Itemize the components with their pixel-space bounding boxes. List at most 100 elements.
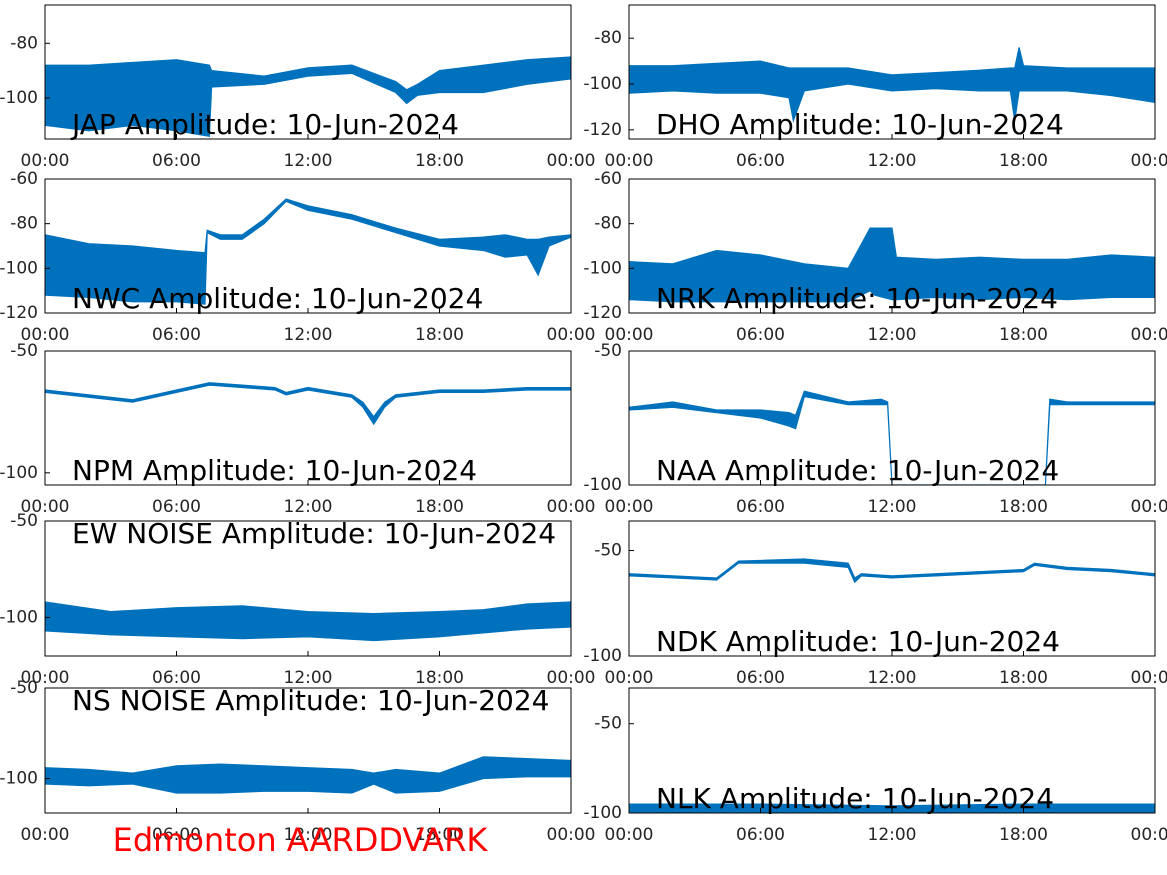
signal-band xyxy=(45,198,571,305)
x-tick-label: 12:00 xyxy=(868,825,917,845)
subplot-title: EW NOISE Amplitude: 10-Jun-2024 xyxy=(72,517,556,550)
plot-area xyxy=(45,382,571,426)
x-tick-label: 00:00 xyxy=(21,668,70,688)
signal-band xyxy=(45,601,571,642)
x-tick-label: 18:00 xyxy=(415,825,464,845)
x-tick-label: 12:00 xyxy=(868,325,917,345)
x-tick-label: 18:00 xyxy=(415,668,464,688)
y-tick-label: -80 xyxy=(594,28,622,48)
subplot-title: NAA Amplitude: 10-Jun-2024 xyxy=(656,454,1059,487)
x-tick-label: 12:00 xyxy=(868,497,917,517)
x-tick-label: 00:00 xyxy=(21,325,70,345)
y-tick-label: -100 xyxy=(0,769,38,789)
x-tick-label: 00:00 xyxy=(1131,497,1167,517)
y-tick-label: -100 xyxy=(0,607,38,627)
x-tick-label: 06:00 xyxy=(152,668,201,688)
x-tick-label: 06:00 xyxy=(736,151,785,171)
subplot-title: NDK Amplitude: 10-Jun-2024 xyxy=(656,625,1060,658)
plot-area xyxy=(629,47,1155,123)
y-tick-label: -80 xyxy=(10,214,38,234)
x-tick-label: 12:00 xyxy=(284,151,333,171)
plot-area xyxy=(629,558,1155,584)
x-tick-label: 00:00 xyxy=(605,668,654,688)
x-tick-label: 06:00 xyxy=(152,497,201,517)
subplot-title: NPM Amplitude: 10-Jun-2024 xyxy=(72,454,477,487)
x-tick-label: 12:00 xyxy=(868,668,917,688)
x-tick-label: 12:00 xyxy=(284,668,333,688)
signal-band xyxy=(629,227,1155,303)
y-tick-label: -50 xyxy=(10,678,38,698)
x-tick-label: 06:00 xyxy=(736,668,785,688)
x-tick-label: 00:00 xyxy=(21,825,70,845)
x-tick-label: 06:00 xyxy=(736,825,785,845)
x-tick-label: 00:00 xyxy=(547,668,596,688)
subplot-title: NWC Amplitude: 10-Jun-2024 xyxy=(72,282,483,315)
y-tick-label: -50 xyxy=(10,511,38,531)
y-tick-label: -100 xyxy=(583,74,622,94)
y-tick-label: -60 xyxy=(10,169,38,189)
x-tick-label: 00:00 xyxy=(547,825,596,845)
subplot: -100 -50 00:00 06:00 12:00 18:00 00:00 EW NOISE… xyxy=(0,511,596,688)
plot-area xyxy=(45,601,571,642)
x-tick-label: 12:00 xyxy=(284,825,333,845)
y-tick-label: -120 xyxy=(583,303,622,323)
plot-area xyxy=(629,227,1155,303)
y-tick-label: -50 xyxy=(594,714,622,734)
y-tick-label: -80 xyxy=(594,214,622,234)
y-tick-label: -100 xyxy=(583,475,622,495)
x-tick-label: 00:00 xyxy=(547,497,596,517)
y-tick-label: -100 xyxy=(583,803,622,823)
subplot-title: JAP Amplitude: 10-Jun-2024 xyxy=(70,108,459,141)
x-tick-label: 00:00 xyxy=(547,151,596,171)
signal-band xyxy=(45,756,571,794)
x-tick-label: 00:00 xyxy=(1131,325,1167,345)
signal-band xyxy=(629,558,1155,584)
y-tick-label: -80 xyxy=(10,33,38,53)
x-tick-label: 06:00 xyxy=(152,325,201,345)
y-tick-label: -120 xyxy=(583,120,622,140)
plot-area xyxy=(45,756,571,794)
signal-band xyxy=(45,56,571,137)
y-tick-label: -100 xyxy=(0,258,38,278)
y-tick-label: -100 xyxy=(0,463,38,483)
x-tick-label: 00:00 xyxy=(605,825,654,845)
x-tick-label: 18:00 xyxy=(999,151,1048,171)
y-tick-label: -50 xyxy=(10,341,38,361)
y-tick-label: -50 xyxy=(594,541,622,561)
x-tick-label: 18:00 xyxy=(999,825,1048,845)
subplot-title: DHO Amplitude: 10-Jun-2024 xyxy=(656,108,1064,141)
x-tick-label: 12:00 xyxy=(868,151,917,171)
y-tick-label: -100 xyxy=(583,258,622,278)
x-tick-label: 18:00 xyxy=(415,497,464,517)
caption: Edmonton AARDDVARK xyxy=(113,821,489,859)
x-tick-label: 18:00 xyxy=(999,668,1048,688)
x-tick-label: 06:00 xyxy=(152,151,201,171)
x-tick-label: 00:00 xyxy=(1131,151,1167,171)
signal-band xyxy=(629,390,1155,485)
x-tick-label: 06:00 xyxy=(736,497,785,517)
x-tick-label: 00:00 xyxy=(547,325,596,345)
x-tick-label: 18:00 xyxy=(415,325,464,345)
subplot: -120-100-8000:0006:0012:0018:0000:00DHO … xyxy=(583,4,1167,171)
x-tick-label: 00:00 xyxy=(1131,825,1167,845)
y-tick-label: -100 xyxy=(0,88,38,108)
x-tick-label: 00:00 xyxy=(21,497,70,517)
signal-band xyxy=(45,382,571,426)
x-tick-label: 12:00 xyxy=(284,497,333,517)
x-tick-label: 00:00 xyxy=(21,151,70,171)
subplot-title: NRK Amplitude: 10-Jun-2024 xyxy=(656,282,1058,315)
x-tick-label: 00:00 xyxy=(605,325,654,345)
y-tick-label: -120 xyxy=(0,303,38,323)
plot-area xyxy=(45,198,571,305)
y-tick-label: -50 xyxy=(594,341,622,361)
subplot-title: NLK Amplitude: 10-Jun-2024 xyxy=(656,782,1054,815)
plot-area xyxy=(629,390,1155,485)
x-tick-label: 00:00 xyxy=(1131,668,1167,688)
x-tick-label: 18:00 xyxy=(999,325,1048,345)
subplot: -100 -50 00:00 06:00 12:00 18:00 00:00 NS NOISE… xyxy=(0,678,596,845)
